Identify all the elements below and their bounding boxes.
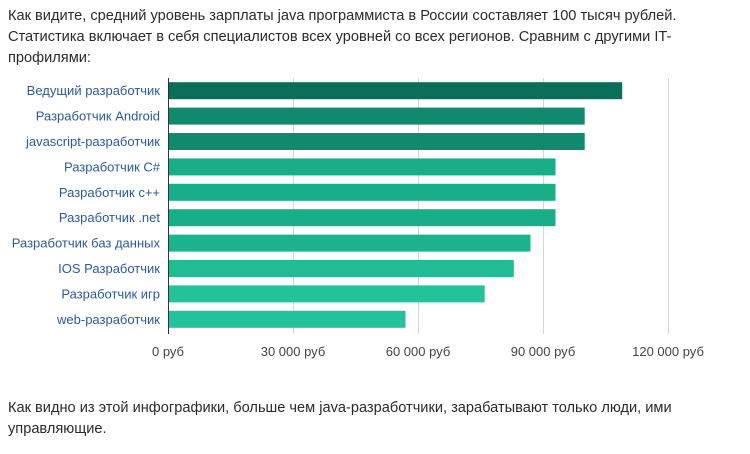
x-tick-label-2: 30 000 руб	[261, 344, 326, 359]
bar-3	[168, 133, 585, 150]
category-label-4: Разработчик C#	[64, 159, 161, 174]
category-label-8: IOS Разработчик	[58, 261, 160, 276]
bar-1	[168, 82, 623, 100]
conclusion-paragraph: Как видно из этой инфографики, больше че…	[8, 400, 672, 437]
bar-10	[168, 310, 406, 328]
x-tick-label-5: 120 000 руб	[632, 344, 704, 359]
bar-6	[168, 209, 556, 227]
bar-4	[168, 158, 556, 176]
x-tick-label-3: 60 000 руб	[386, 344, 451, 359]
category-label-10: web-разработчик	[56, 312, 160, 327]
bar-9	[168, 285, 485, 303]
x-tick-label-4: 90 000 руб	[511, 344, 576, 359]
bar-7	[168, 234, 531, 252]
bar-2	[168, 107, 585, 125]
category-label-1: Ведущий разработчик	[27, 83, 161, 98]
intro-paragraph: Как видите, средний уровень зарплаты jav…	[8, 8, 677, 66]
category-label-6: Разработчик .net	[59, 210, 160, 225]
category-label-9: Разработчик игр	[61, 286, 160, 301]
category-label-7: Разработчик баз данных	[12, 236, 161, 251]
category-label-3: javascript-разработчик	[25, 134, 160, 149]
category-label-2: Разработчик Android	[36, 109, 160, 124]
category-label-5: Разработчик c++	[59, 185, 160, 200]
bar-5	[168, 183, 556, 201]
salary-bar-chart: Ведущий разработчик Разработчик Android ja…	[12, 78, 704, 359]
x-tick-label-1: 0 руб	[152, 344, 184, 359]
bar-8	[168, 260, 514, 277]
